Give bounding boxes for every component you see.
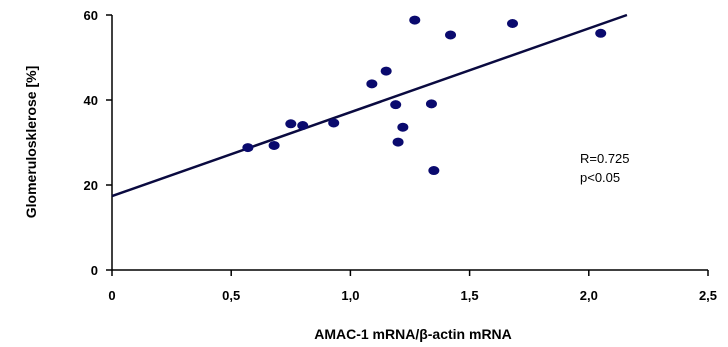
data-point (297, 121, 309, 130)
data-point (397, 122, 409, 132)
x-tick-label: 2,5 (699, 288, 717, 303)
x-tick-label: 0 (108, 288, 115, 303)
data-point (409, 15, 421, 25)
x-tick-label: 1,0 (341, 288, 359, 303)
x-ticks: 0 0,5 1,0 1,5 2,0 2,5 (108, 270, 717, 303)
x-axis-title: AMAC-1 mRNA/β-actin mRNA (314, 326, 512, 342)
y-ticks: 0 20 40 60 (84, 8, 112, 278)
x-tick-label: 2,0 (580, 288, 598, 303)
data-point (328, 118, 340, 128)
x-tick-label: 1,5 (461, 288, 479, 303)
data-point (428, 166, 440, 176)
data-point (242, 143, 254, 153)
data-point (390, 100, 402, 110)
data-point (366, 79, 378, 89)
data-point (380, 66, 392, 76)
y-tick-label: 0 (91, 263, 98, 278)
x-tick-label: 0,5 (222, 288, 240, 303)
annotation-r: R=0.725 (580, 151, 630, 166)
regression-line (111, 13, 628, 198)
y-tick-label: 40 (84, 93, 98, 108)
data-point (595, 28, 607, 38)
y-axis-title: Glomerulosklerose [%] (23, 66, 39, 219)
data-point (425, 99, 437, 109)
data-point (285, 119, 297, 129)
y-tick-label: 60 (84, 8, 98, 23)
data-point (392, 137, 404, 147)
data-point (268, 140, 280, 150)
data-points (242, 15, 607, 176)
y-tick-label: 20 (84, 178, 98, 193)
data-point (507, 19, 519, 28)
data-point (445, 30, 457, 40)
annotation-p: p<0.05 (580, 170, 620, 185)
